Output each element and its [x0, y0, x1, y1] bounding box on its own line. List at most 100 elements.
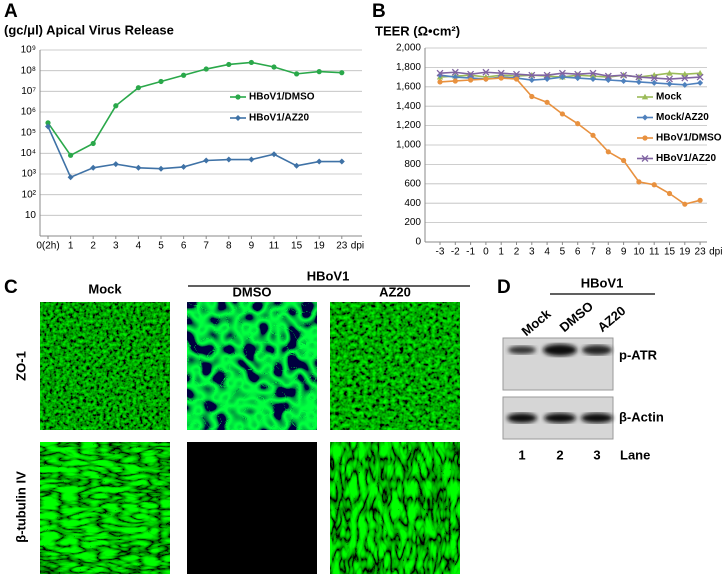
lane-number: 1 — [518, 447, 525, 462]
marker — [651, 182, 657, 188]
marker — [696, 73, 704, 81]
x-tick-label: 6 — [181, 241, 187, 252]
y-tick-label: 10⁹ — [21, 45, 36, 56]
micrograph — [40, 302, 170, 430]
lane-number: 3 — [593, 447, 600, 462]
y-tick-label: 10³ — [22, 169, 37, 180]
marker — [589, 69, 597, 77]
x-tick-label: 7 — [203, 241, 209, 252]
blot-label: β-Actin — [619, 409, 664, 424]
marker — [226, 61, 232, 68]
legend-marker — [642, 135, 648, 141]
legend-marker — [235, 115, 241, 121]
marker — [316, 69, 322, 75]
marker — [483, 76, 489, 82]
y-tick-label: 10⁷ — [21, 86, 36, 97]
marker — [45, 120, 51, 126]
marker — [293, 162, 300, 169]
marker — [513, 70, 520, 78]
x-axis-label: dpi — [709, 247, 722, 258]
marker — [635, 78, 642, 85]
chart-title: TEER (Ω•cm²) — [375, 23, 460, 38]
micrograph — [330, 302, 460, 430]
x-tick-label: 9 — [621, 247, 627, 258]
marker — [451, 68, 459, 76]
x-tick-label: 5 — [158, 241, 164, 252]
marker — [468, 77, 474, 83]
marker — [68, 152, 74, 158]
column-title: AZ20 — [379, 284, 411, 299]
marker — [203, 66, 209, 72]
x-tick-label: 19 — [314, 241, 326, 252]
marker — [605, 149, 611, 155]
marker — [452, 78, 458, 84]
y-tick-label: 10⁴ — [21, 148, 36, 159]
legend-marker — [641, 155, 649, 162]
marker — [666, 75, 673, 83]
y-tick-label: 1,200 — [396, 120, 421, 131]
group-title: HBoV1 — [307, 268, 350, 283]
x-tick-label: -3 — [436, 247, 445, 258]
marker — [528, 71, 536, 79]
band — [543, 344, 577, 356]
lane-number: 2 — [556, 447, 563, 462]
marker — [248, 156, 255, 163]
legend-marker — [235, 94, 241, 100]
marker — [158, 165, 164, 172]
x-tick-label: -1 — [466, 247, 475, 258]
marker — [452, 74, 459, 81]
marker — [497, 69, 505, 77]
column-title: DMSO — [233, 284, 272, 299]
x-tick-label: 2 — [90, 241, 96, 252]
marker — [90, 140, 96, 147]
x-tick-label: 15 — [664, 247, 676, 258]
marker — [528, 77, 535, 84]
y-tick-label: 1,400 — [396, 101, 421, 112]
marker — [575, 121, 581, 127]
marker — [294, 71, 300, 77]
marker — [589, 72, 597, 79]
marker — [681, 81, 688, 88]
marker — [529, 93, 535, 100]
band — [582, 345, 612, 355]
micrograph — [187, 442, 317, 574]
x-tick-label: 19 — [679, 247, 691, 258]
legend-marker — [642, 114, 648, 121]
marker — [635, 73, 643, 81]
x-tick-label: 8 — [226, 241, 232, 252]
y-tick-label: 800 — [404, 159, 421, 170]
x-tick-label: 4 — [544, 247, 550, 258]
x-tick-label: 0(2h) — [36, 241, 59, 252]
y-tick-label: 400 — [404, 198, 421, 209]
x-tick-label: -2 — [451, 247, 460, 258]
x-tick-label: 1 — [498, 247, 504, 258]
marker — [650, 74, 658, 82]
legend-label: HBoV1/DMSO — [656, 133, 722, 144]
y-tick-label: 0 — [415, 237, 421, 248]
x-tick-label: 11 — [269, 241, 280, 252]
x-tick-label: 9 — [249, 241, 255, 252]
y-tick-label: 10⁸ — [21, 65, 36, 76]
marker — [316, 158, 323, 165]
x-tick-label: 8 — [606, 247, 612, 258]
x-tick-label: 1 — [68, 241, 74, 252]
panel-label: C — [4, 277, 18, 298]
row-title: β-tubulin IV — [13, 471, 28, 543]
lane-title: Mock — [518, 306, 554, 339]
marker — [559, 111, 566, 117]
marker — [666, 190, 673, 197]
marker — [248, 59, 254, 66]
marker — [338, 158, 345, 165]
marker — [697, 197, 703, 203]
marker — [180, 163, 187, 170]
legend-marker — [641, 93, 649, 100]
column-title: Mock — [88, 281, 122, 296]
marker — [135, 85, 141, 91]
x-tick-label: 3 — [529, 247, 535, 258]
marker — [544, 99, 550, 105]
y-tick-label: 2,000 — [396, 43, 421, 54]
y-tick-label: 1,000 — [396, 140, 421, 151]
marker — [339, 70, 345, 76]
x-tick-label: 6 — [575, 247, 581, 258]
legend-label: HBoV1/DMSO — [249, 92, 315, 103]
